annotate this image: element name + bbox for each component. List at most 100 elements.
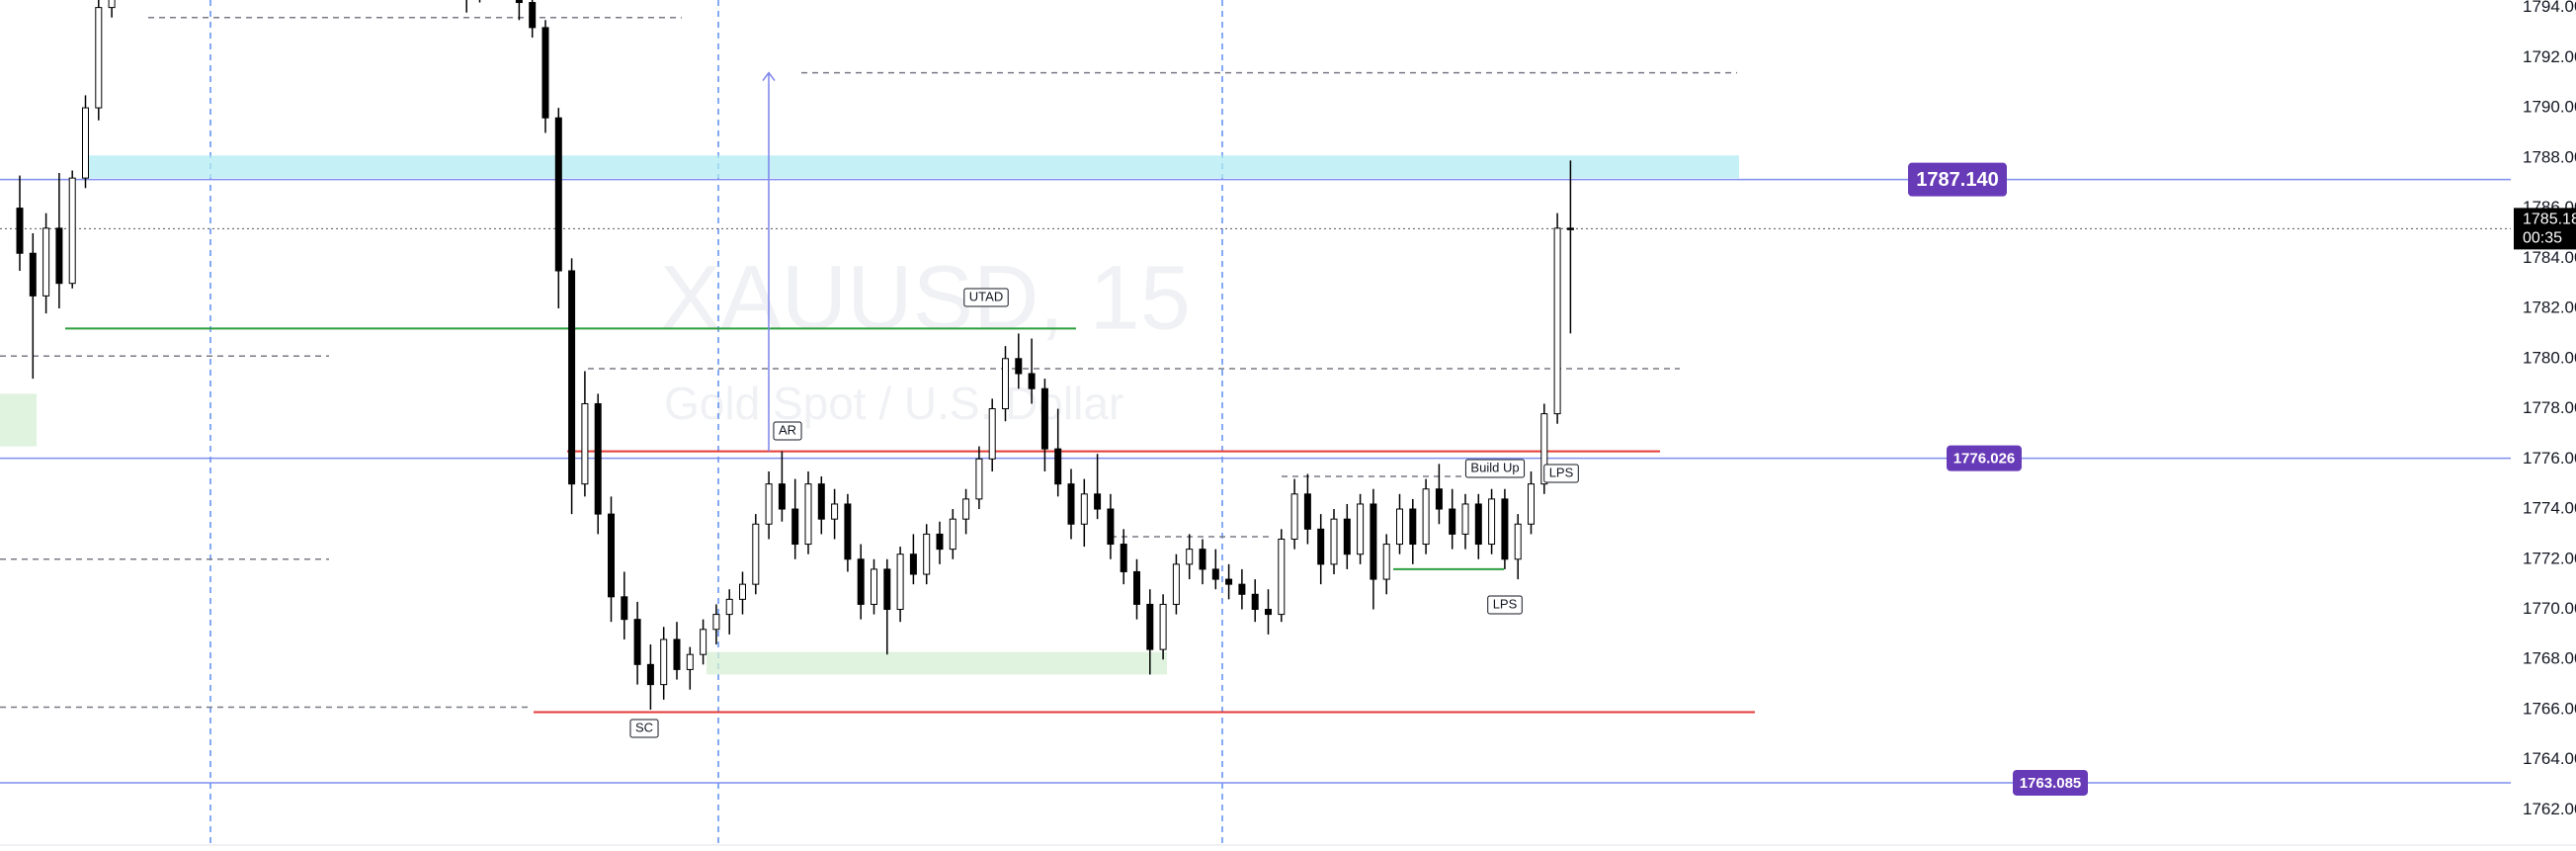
candle-body — [633, 619, 641, 665]
candle-body — [581, 402, 589, 485]
candle-body — [1382, 544, 1390, 580]
candle-body — [1461, 503, 1469, 535]
candle-body — [1396, 508, 1403, 546]
candle-body — [1303, 493, 1311, 530]
last-price-box — [2514, 208, 2576, 250]
y-tick-label: 1768.00 — [2523, 649, 2576, 668]
y-tick-label: 1776.00 — [2523, 449, 2576, 468]
candle-body — [1409, 508, 1417, 546]
candle-body — [1370, 503, 1377, 580]
plot-area — [0, 0, 2511, 845]
annotation: Build Up — [1470, 460, 1519, 474]
candle-body — [55, 227, 63, 285]
candle-body — [1540, 413, 1548, 485]
annotation: LPS — [1549, 465, 1574, 479]
candle-body — [1317, 528, 1325, 565]
candle-body — [1015, 358, 1023, 375]
candle-body — [82, 107, 89, 179]
candle-body — [949, 518, 956, 551]
candle-body — [1028, 373, 1036, 389]
countdown-label: 00:35 — [2523, 230, 2562, 247]
candle-body — [1290, 493, 1298, 540]
candle-body — [909, 553, 917, 575]
symbol-watermark: XAUUSD, 15 — [660, 247, 1191, 348]
candle-body — [673, 638, 681, 670]
y-tick-label: 1774.00 — [2523, 499, 2576, 518]
candle-body — [1501, 498, 1509, 560]
annotation-box — [773, 421, 802, 441]
measure-arrow — [762, 71, 776, 82]
y-tick-label: 1766.00 — [2523, 699, 2576, 718]
last-price-label: 1785.18 — [2523, 212, 2576, 228]
price-label-box — [1947, 445, 2022, 471]
y-tick-label: 1790.00 — [2523, 98, 2576, 117]
y-tick-label: 1788.00 — [2523, 147, 2576, 166]
candle-body — [1566, 227, 1574, 230]
candle-body — [1251, 593, 1259, 611]
zone — [706, 651, 1167, 675]
description-watermark: Gold Spot / U.S. Dollar — [664, 378, 1123, 429]
y-tick-label: 1784.00 — [2523, 248, 2576, 267]
candle-body — [1054, 448, 1062, 485]
candle-body — [962, 498, 970, 520]
candle-body — [1186, 549, 1194, 565]
y-tick-label: 1778.00 — [2523, 398, 2576, 417]
candle-body — [857, 558, 865, 605]
annotation-box — [1543, 464, 1579, 483]
candle-body — [1225, 578, 1233, 585]
y-tick-label: 1770.00 — [2523, 599, 2576, 618]
candle-body — [1553, 227, 1561, 415]
candle-body — [844, 503, 852, 560]
price-label: 1763.085 — [2020, 775, 2082, 792]
candle-body — [1133, 570, 1140, 605]
candle-body — [1278, 538, 1286, 616]
candle-body — [1422, 488, 1430, 546]
candle-body — [686, 653, 694, 670]
candle-body — [1265, 609, 1272, 616]
candle-body — [1199, 549, 1206, 570]
candle-body — [1040, 387, 1048, 450]
candle-body — [712, 614, 720, 631]
annotation: AR — [779, 422, 796, 437]
y-tick-label: 1772.00 — [2523, 549, 2576, 567]
candle-body — [804, 483, 812, 546]
candle-body — [975, 458, 983, 500]
candle-body — [1146, 603, 1154, 650]
candle-body — [817, 483, 825, 520]
candle-body — [42, 227, 50, 297]
candle-body — [1080, 493, 1088, 525]
candle-body — [1343, 518, 1351, 555]
candle-body — [16, 208, 24, 254]
candle-body — [1107, 508, 1115, 546]
annotation: LPS — [1493, 596, 1518, 611]
candle-body — [95, 7, 103, 109]
y-tick-label: 1780.00 — [2523, 348, 2576, 367]
candle-body — [791, 508, 799, 546]
y-tick-label: 1792.00 — [2523, 47, 2576, 66]
candle-body — [778, 483, 786, 510]
candle-body — [68, 177, 76, 285]
candle-body — [883, 568, 891, 611]
candle-body — [936, 533, 944, 551]
annotation-box — [1464, 459, 1526, 478]
candle-body — [1211, 568, 1219, 580]
candle-body — [594, 402, 602, 515]
candle-body — [1528, 483, 1535, 525]
candle-body — [1449, 508, 1456, 535]
candle-body — [831, 503, 839, 520]
zone — [82, 155, 1739, 179]
candle-body — [923, 533, 931, 575]
candle-body — [1474, 503, 1482, 546]
candle-body — [1120, 544, 1127, 572]
candle-body — [646, 663, 654, 686]
annotation-box — [1487, 595, 1523, 615]
candle-body — [660, 638, 668, 686]
candle-body — [700, 629, 707, 655]
watermark: XAUUSD, 15 Gold Spot / U.S. Dollar — [660, 247, 1191, 429]
candle-body — [896, 553, 904, 611]
candle-body — [1159, 603, 1167, 650]
candle-body — [765, 483, 773, 525]
